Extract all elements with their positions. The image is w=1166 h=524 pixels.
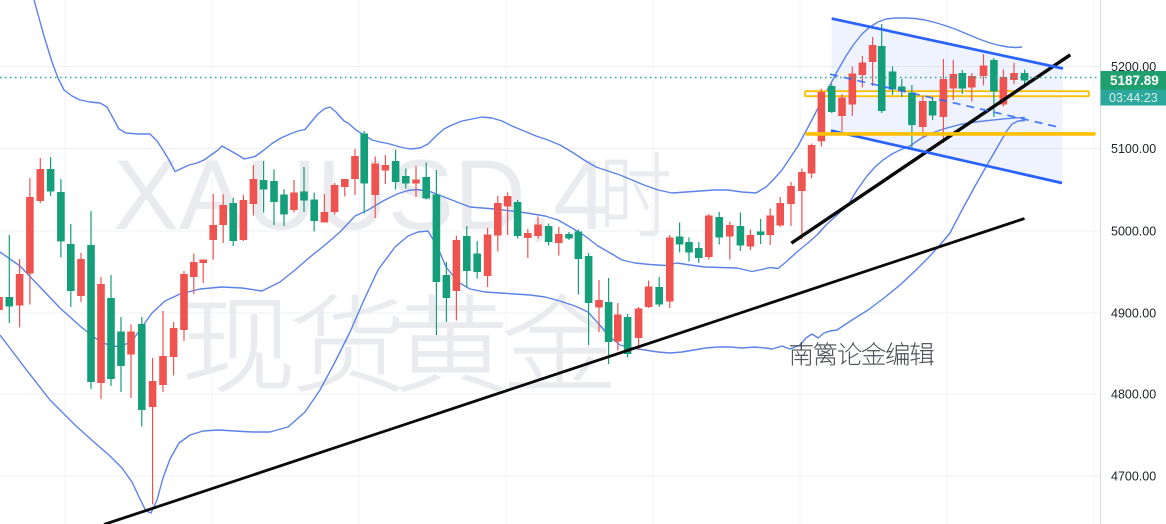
svg-text:4800.00: 4800.00 <box>1111 388 1156 402</box>
svg-text:5187.89: 5187.89 <box>1110 73 1159 88</box>
svg-text:4700.00: 4700.00 <box>1111 470 1156 484</box>
svg-text:5100.00: 5100.00 <box>1111 142 1156 156</box>
svg-text:03:44:23: 03:44:23 <box>1109 91 1158 105</box>
svg-text:5000.00: 5000.00 <box>1111 225 1156 239</box>
svg-text:4900.00: 4900.00 <box>1111 307 1156 321</box>
svg-text:5200.00: 5200.00 <box>1111 60 1156 74</box>
